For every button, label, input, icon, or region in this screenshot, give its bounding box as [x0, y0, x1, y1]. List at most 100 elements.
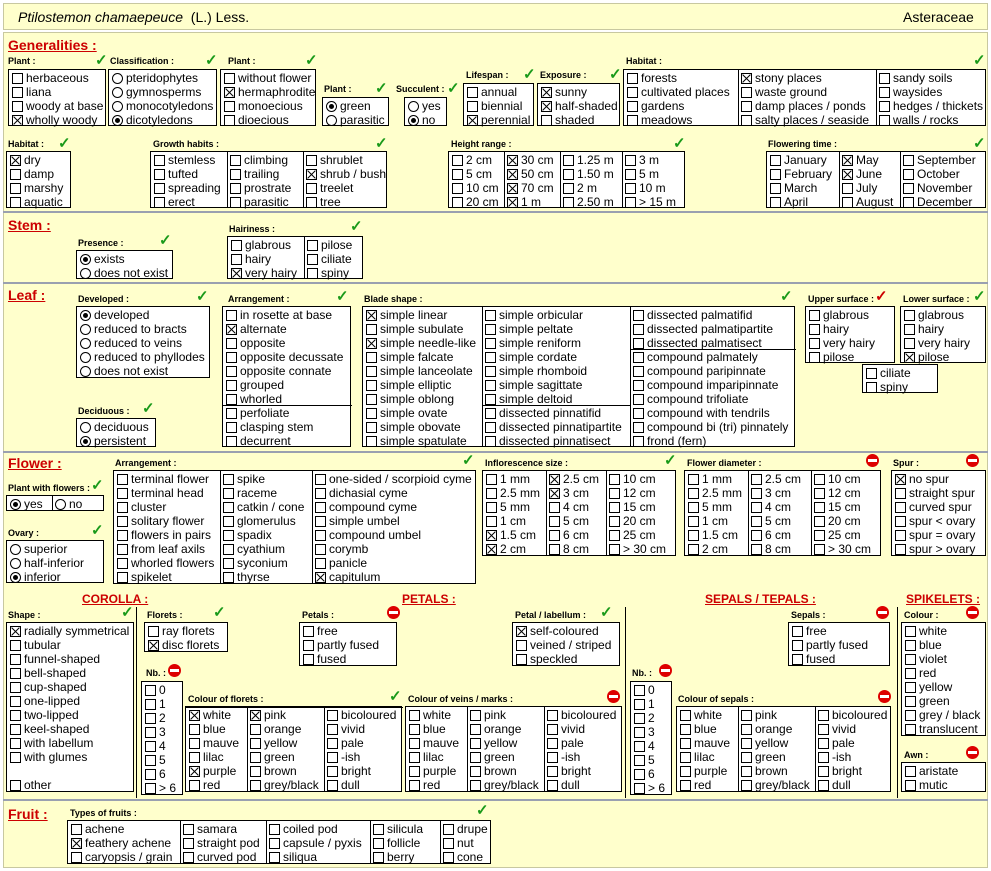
checkbox[interactable]	[486, 543, 497, 555]
checkbox[interactable]	[895, 529, 906, 541]
cor-colour-option-grey-black[interactable]: grey/black	[250, 778, 319, 792]
checkbox[interactable]	[879, 114, 890, 126]
checkbox[interactable]	[609, 487, 620, 499]
radio-button[interactable]	[10, 543, 21, 555]
gen-height-option-70-cm[interactable]: 70 cm	[507, 181, 554, 195]
radio-button[interactable]	[112, 72, 123, 84]
checkbox[interactable]	[189, 751, 200, 763]
checkbox[interactable]	[409, 779, 420, 791]
checkbox[interactable]	[315, 557, 326, 569]
checkbox[interactable]	[741, 100, 752, 112]
checkbox[interactable]	[452, 182, 463, 194]
cor-colour-option-brown[interactable]: brown	[250, 764, 297, 778]
radio-button[interactable]	[10, 498, 21, 510]
leaf-upper-option-very-hairy[interactable]: very hairy	[809, 336, 875, 350]
gen-succulent-option-yes[interactable]: yes	[408, 99, 441, 113]
gen-flowering-option-june[interactable]: June	[842, 167, 882, 181]
gen-plant1-option-herbaceous[interactable]: herbaceous	[12, 71, 89, 85]
checkbox[interactable]	[189, 723, 200, 735]
checkbox[interactable]	[634, 684, 645, 696]
flower-arr-option-flowers-in-pairs[interactable]: flowers in pairs	[117, 528, 211, 542]
cor-florets-option-ray-florets[interactable]: ray florets	[148, 624, 215, 638]
leaf-blade-option-simple-elliptic[interactable]: simple elliptic	[366, 378, 451, 392]
checkbox[interactable]	[223, 557, 234, 569]
gen-height-option-30-cm[interactable]: 30 cm	[507, 153, 554, 167]
checkbox[interactable]	[470, 709, 481, 721]
spk-colour-option-blue[interactable]: blue	[905, 638, 942, 652]
checkbox[interactable]	[903, 196, 914, 208]
checkbox[interactable]	[226, 323, 237, 335]
pet-labellum-option-speckled[interactable]: speckled	[516, 652, 577, 666]
leaf-developed-option-reduced-to-phyllodes[interactable]: reduced to phyllodes	[80, 350, 205, 364]
flower-infl-option-30-cm[interactable]: > 30 cm	[609, 542, 666, 556]
gen-height-option-1-25-m[interactable]: 1.25 m	[563, 153, 614, 167]
flower-spur-option-spur-ovary[interactable]: spur = ovary	[895, 528, 975, 542]
checkbox[interactable]	[688, 529, 699, 541]
checkbox[interactable]	[224, 100, 235, 112]
radio-button[interactable]	[112, 86, 123, 98]
checkbox[interactable]	[467, 114, 478, 126]
leaf-arrangement-option-whorled[interactable]: whorled	[226, 392, 282, 406]
cor-shape-option-with-glumes[interactable]: with glumes	[10, 750, 87, 764]
gen-lifespan-option-annual[interactable]: annual	[467, 85, 517, 99]
fruit-types-option-siliqua[interactable]: siliqua	[269, 850, 317, 864]
fruit-types-option-achene[interactable]: achene	[71, 822, 124, 836]
checkbox[interactable]	[117, 487, 128, 499]
leaf-arrangement-option-alternate[interactable]: alternate	[226, 322, 287, 336]
sep-sepals-option-fused[interactable]: fused	[792, 652, 835, 666]
checkbox[interactable]	[486, 529, 497, 541]
checkbox[interactable]	[842, 196, 853, 208]
sep-sepals-option-free[interactable]: free	[792, 624, 827, 638]
flower-diam-option-10-cm[interactable]: 10 cm	[814, 472, 861, 486]
leaf-blade-option-dissected-palmatisect[interactable]: dissected palmatisect	[633, 336, 762, 350]
gen-growth-option-stemless[interactable]: stemless	[154, 153, 215, 167]
flower-infl-option-15-cm[interactable]: 15 cm	[609, 500, 656, 514]
cor-shape-option-funnel-shaped[interactable]: funnel-shaped	[10, 652, 100, 666]
spk-colour-option-translucent[interactable]: translucent	[905, 722, 978, 736]
checkbox[interactable]	[183, 837, 194, 849]
gen-height-option-15-m[interactable]: > 15 m	[625, 195, 676, 209]
spk-colour-option-red[interactable]: red	[905, 666, 936, 680]
gen-height-option-10-cm[interactable]: 10 cm	[452, 181, 499, 195]
checkbox[interactable]	[549, 501, 560, 513]
checkbox[interactable]	[627, 100, 638, 112]
flower-spur-option-no-spur[interactable]: no spur	[895, 472, 949, 486]
checkbox[interactable]	[680, 709, 691, 721]
cor-nb-option-0[interactable]: 0	[145, 683, 166, 697]
checkbox[interactable]	[231, 239, 242, 251]
pet-veins-option-lilac[interactable]: lilac	[409, 750, 444, 764]
flower-infl-option-8-cm[interactable]: 8 cm	[549, 542, 589, 556]
flower-arr-option-syconium[interactable]: syconium	[223, 556, 288, 570]
sep-colour-option-pink[interactable]: pink	[741, 708, 777, 722]
checkbox[interactable]	[507, 168, 518, 180]
checkbox[interactable]	[895, 515, 906, 527]
gen-height-option-50-cm[interactable]: 50 cm	[507, 167, 554, 181]
checkbox[interactable]	[12, 86, 23, 98]
gen-growth-option-prostrate[interactable]: prostrate	[230, 181, 291, 195]
gen-growth-option-spreading[interactable]: spreading	[154, 181, 221, 195]
checkbox[interactable]	[809, 323, 820, 335]
leaf-blade-option-compound-bi-tri-pinnately[interactable]: compound bi (tri) pinnately	[633, 420, 788, 434]
checkbox[interactable]	[327, 709, 338, 721]
checkbox[interactable]	[634, 740, 645, 752]
leaf-blade-option-simple-lanceolate[interactable]: simple lanceolate	[366, 364, 473, 378]
checkbox[interactable]	[71, 823, 82, 835]
checkbox[interactable]	[485, 407, 496, 419]
sep-colour-option-white[interactable]: white	[680, 708, 722, 722]
sep-colour-option-green[interactable]: green	[741, 750, 786, 764]
pet-veins-option-pink[interactable]: pink	[470, 708, 506, 722]
checkbox[interactable]	[10, 779, 21, 791]
checkbox[interactable]	[547, 751, 558, 763]
gen-lifespan-option-biennial[interactable]: biennial	[467, 99, 522, 113]
checkbox[interactable]	[625, 168, 636, 180]
gen-height-option-10-m[interactable]: 10 m	[625, 181, 666, 195]
gen-plant2-option-dioecious[interactable]: dioecious	[224, 113, 289, 127]
checkbox[interactable]	[549, 515, 560, 527]
cor-shape-option-other[interactable]: other	[10, 778, 51, 792]
flower-arr-option-one-sided-scorpioid-cyme[interactable]: one-sided / scorpioid cyme	[315, 472, 472, 486]
cor-colour-option-mauve[interactable]: mauve	[189, 736, 239, 750]
checkbox[interactable]	[226, 379, 237, 391]
spk-colour-option-violet[interactable]: violet	[905, 652, 947, 666]
checkbox[interactable]	[145, 712, 156, 724]
gen-height-option-1-m[interactable]: 1 m	[507, 195, 541, 209]
